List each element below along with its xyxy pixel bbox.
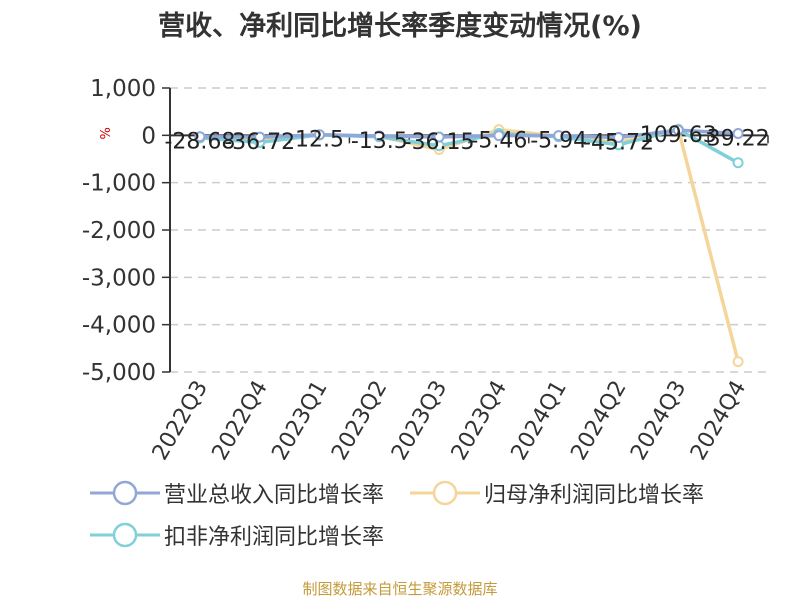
legend-label-net-profit: 归母净利润同比增长率	[484, 483, 705, 508]
data-label: 109.63	[640, 123, 717, 148]
series-line	[199, 128, 739, 140]
legend-item-net-profit[interactable]: 归母净利润同比增长率	[410, 478, 704, 508]
data-label: -5.46	[470, 129, 527, 154]
y-tick-label: -2,000	[82, 218, 156, 244]
legend-net-profit-marker	[432, 480, 458, 506]
x-tick-label: 2024Q4	[686, 377, 751, 465]
data-point	[732, 356, 744, 368]
x-tick-label: 2023Q4	[447, 377, 512, 465]
data-point	[493, 130, 505, 142]
y-tick-label: 1,000	[90, 76, 156, 102]
series-line	[199, 127, 739, 165]
y-tick-label: -3,000	[82, 265, 156, 291]
legend-revenue-marker	[112, 480, 138, 506]
data-label: -36.15	[404, 130, 475, 155]
x-tick-label: 2024Q1	[507, 377, 572, 465]
data-point	[373, 130, 385, 142]
data-point	[672, 124, 684, 136]
y-tick-label: -4,000	[82, 313, 156, 339]
data-point	[194, 131, 206, 143]
data-point	[314, 129, 325, 141]
legend-item-deducted-net-profit[interactable]: 扣非净利润同比增长率	[90, 520, 384, 550]
y-tick-label: -5,000	[82, 360, 156, 386]
legend-deducted-net-profit-marker	[112, 522, 138, 548]
y-tick-label: -1,000	[82, 171, 156, 197]
data-label: -36.72	[224, 130, 295, 155]
data-point	[433, 131, 445, 143]
data-label: -28.68	[164, 130, 235, 155]
x-tick-label: 2024Q2	[566, 377, 631, 465]
data-point	[732, 157, 744, 169]
legend-revenue-icon	[90, 480, 160, 506]
data-label: -45.72	[583, 130, 654, 155]
x-tick-label: 2022Q4	[208, 377, 273, 465]
data-label: 39.22	[707, 126, 770, 151]
legend-net-profit-icon	[410, 480, 480, 506]
source-note: 制图数据来自恒生聚源数据库	[302, 580, 498, 598]
legend-label-deducted-net-profit: 扣非净利润同比增长率	[164, 525, 385, 550]
y-unit-label: %	[99, 127, 114, 139]
data-point	[553, 130, 565, 142]
x-tick-label: 2023Q3	[387, 376, 452, 464]
x-tick-label: 2022Q3	[148, 377, 213, 465]
legend-deducted-net-profit-icon	[90, 522, 160, 548]
data-label: -13.5	[351, 129, 408, 154]
legend-item-revenue[interactable]: 营业总收入同比增长率	[90, 478, 384, 508]
data-label: -5.94	[530, 129, 587, 154]
x-tick-label: 2023Q1	[267, 377, 332, 465]
chart-title: 营收、净利同比增长率季度变动情况(%)	[158, 11, 642, 42]
x-tick-label: 2024Q3	[626, 377, 691, 465]
legend-label-revenue: 营业总收入同比增长率	[164, 483, 385, 508]
data-point	[254, 131, 266, 143]
data-point	[613, 131, 624, 143]
y-tick-label: 0	[141, 123, 156, 149]
data-label: 12.5	[295, 128, 344, 153]
x-tick-label: 2023Q2	[327, 377, 392, 465]
series-line	[199, 127, 740, 363]
data-point	[732, 127, 744, 139]
